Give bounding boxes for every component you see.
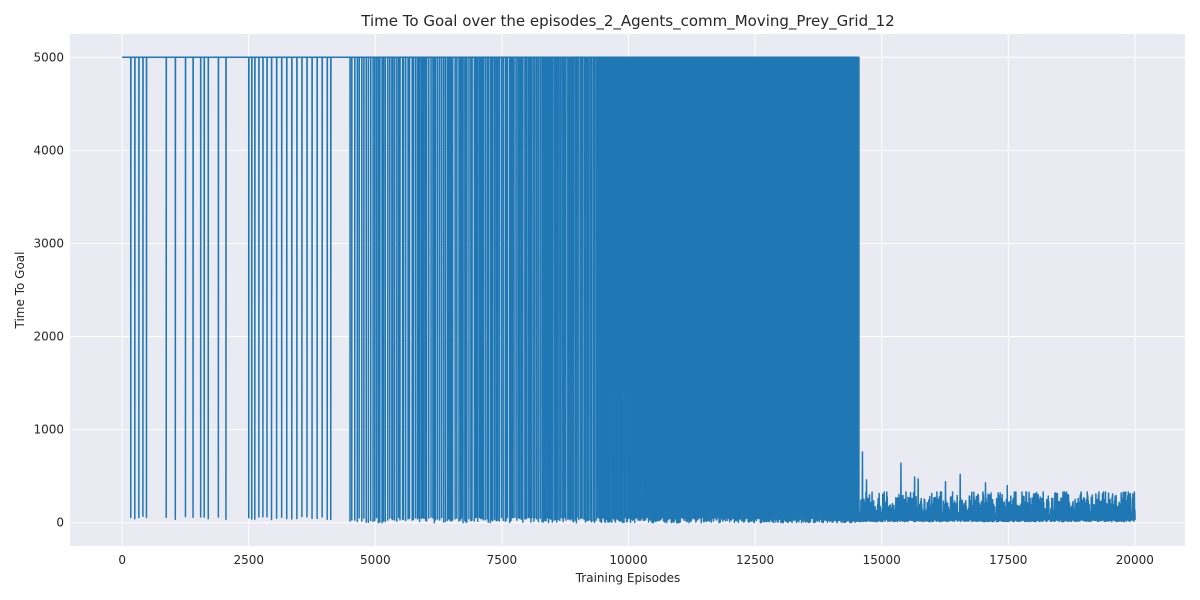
x-tick-label: 2500 bbox=[233, 553, 264, 567]
y-tick-label: 5000 bbox=[33, 50, 64, 64]
x-tick-label: 10000 bbox=[609, 553, 647, 567]
series-line bbox=[122, 56, 1136, 524]
data-series bbox=[122, 56, 1136, 524]
x-tick-label: 0 bbox=[118, 553, 126, 567]
x-tick-label: 20000 bbox=[1116, 553, 1154, 567]
y-tick-label: 2000 bbox=[33, 330, 64, 344]
x-tick-label: 7500 bbox=[487, 553, 518, 567]
y-tick-labels: 0 1000 2000 3000 4000 5000 bbox=[33, 50, 64, 529]
x-tick-label: 15000 bbox=[863, 553, 901, 567]
x-tick-label: 17500 bbox=[989, 553, 1027, 567]
y-tick-label: 3000 bbox=[33, 236, 64, 250]
y-tick-label: 4000 bbox=[33, 143, 64, 157]
y-axis-label: Time To Goal bbox=[13, 252, 27, 330]
y-tick-label: 0 bbox=[56, 516, 64, 530]
x-tick-label: 5000 bbox=[360, 553, 391, 567]
x-axis-label: Training Episodes bbox=[575, 571, 681, 585]
chart-title: Time To Goal over the episodes_2_Agents_… bbox=[360, 12, 894, 31]
x-tick-labels: 0 2500 5000 7500 10000 12500 15000 17500 20000 bbox=[118, 553, 1154, 567]
x-tick-label: 12500 bbox=[736, 553, 774, 567]
y-tick-label: 1000 bbox=[33, 423, 64, 437]
